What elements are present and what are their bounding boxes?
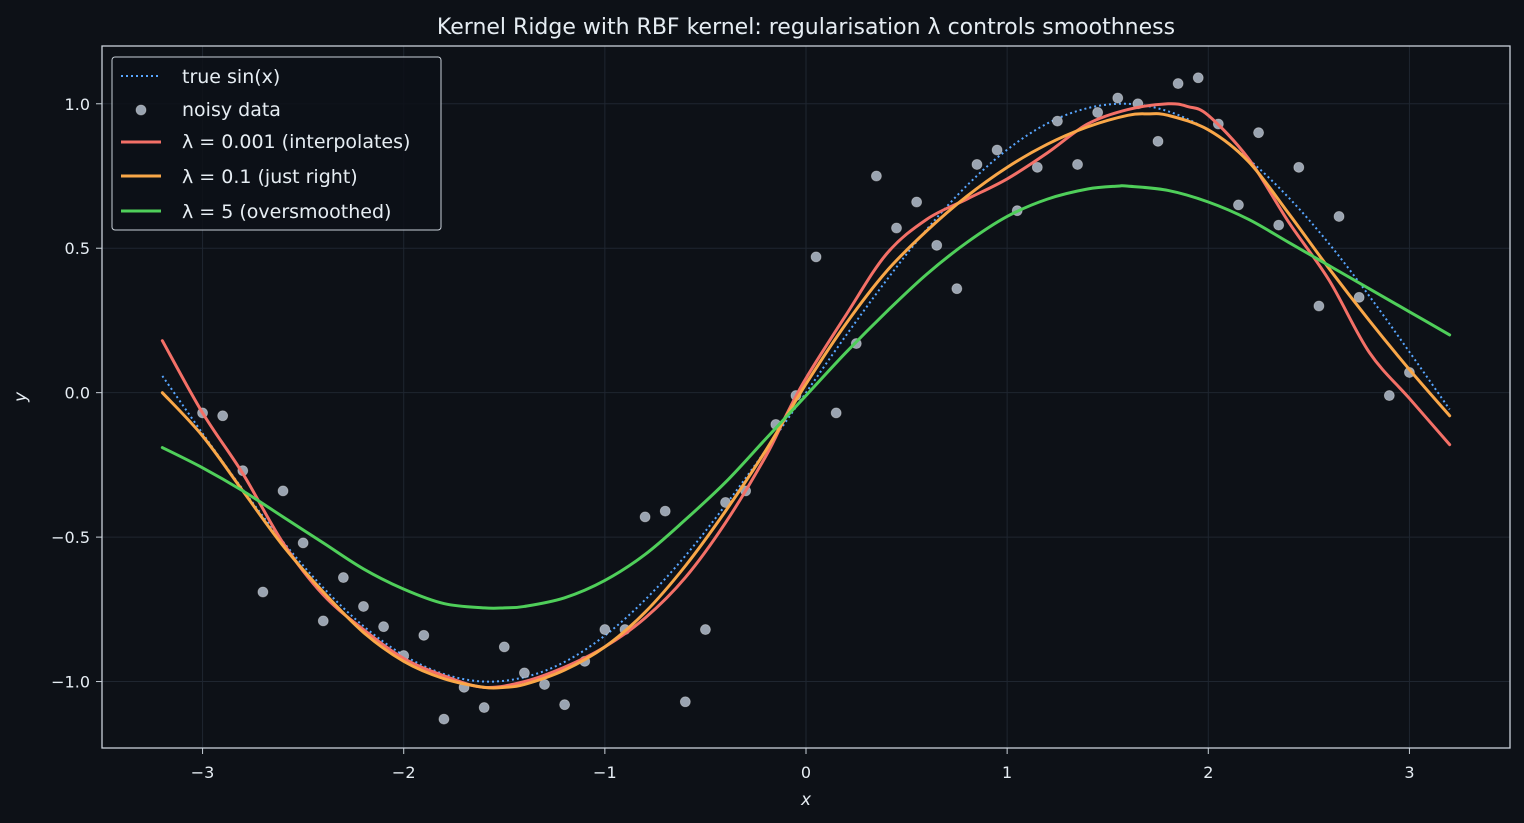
- scatter-point: [217, 410, 229, 422]
- scatter-point: [1253, 127, 1264, 139]
- y-tick-label: −0.5: [51, 528, 90, 547]
- series-line-lam-small: [160, 102, 1452, 689]
- scatter-point: [830, 407, 842, 419]
- legend-label-scatter: noisy data: [182, 99, 281, 121]
- scatter-point: [1293, 161, 1305, 173]
- legend-label-true: true sin(x): [182, 66, 280, 88]
- scatter-point: [891, 222, 902, 234]
- scatter-point: [599, 624, 611, 635]
- scatter-point: [1192, 72, 1204, 84]
- scatter-point: [378, 621, 390, 633]
- scatter-point: [679, 696, 691, 708]
- legend-label-lam-large: λ = 5 (oversmoothed): [182, 201, 391, 223]
- x-tick-label: 0: [801, 763, 811, 782]
- legend-label-lam-small: λ = 0.001 (interpolates): [182, 131, 410, 153]
- scatter-point: [991, 144, 1003, 156]
- scatter-point: [539, 679, 550, 690]
- scatter-point: [911, 196, 923, 208]
- scatter-point: [498, 641, 510, 653]
- scatter-point: [810, 251, 822, 263]
- scatter-point: [297, 537, 309, 549]
- x-tick-label: 2: [1203, 763, 1213, 782]
- scatter-point: [871, 170, 882, 182]
- scatter-point: [1152, 135, 1164, 147]
- x-tick-label: −2: [392, 763, 416, 782]
- scatter-point: [337, 572, 349, 583]
- legend-swatch-scatter: [135, 104, 147, 116]
- scatter-point: [931, 239, 943, 251]
- series-line-lam-large: [160, 184, 1452, 610]
- scatter-point: [358, 601, 369, 612]
- x-tick-label: 3: [1404, 763, 1414, 782]
- scatter-point: [317, 615, 329, 627]
- y-tick-label: 0.0: [65, 384, 90, 403]
- scatter-point: [971, 159, 983, 170]
- y-tick-label: 0.5: [65, 239, 90, 258]
- scatter-point: [1333, 211, 1345, 222]
- scatter-point: [700, 624, 711, 635]
- scatter-point: [951, 283, 963, 295]
- scatter-point: [659, 505, 671, 517]
- scatter-point: [1031, 161, 1043, 173]
- x-axis-label: x: [800, 790, 812, 810]
- scatter-point: [519, 667, 530, 679]
- plot-area: [160, 72, 1452, 725]
- scatter-point: [639, 511, 651, 523]
- y-tick-label: 1.0: [65, 95, 90, 114]
- y-tick-label: −1.0: [51, 673, 90, 692]
- scatter-point: [1383, 390, 1395, 401]
- legend: true sin(x) noisy data λ = 0.001 (interp…: [111, 56, 442, 231]
- scatter-point: [438, 713, 450, 725]
- ticks: −3 −2 −1 0 1 2 3 −1.0 −0.5 0.0 0.5 1.0: [51, 95, 1414, 782]
- series-line-lam-mid: [160, 112, 1452, 690]
- scatter-point: [257, 586, 269, 598]
- scatter-point: [1233, 199, 1244, 211]
- scatter-point: [559, 699, 571, 711]
- scatter-point: [1353, 291, 1365, 303]
- scatter-point: [1072, 159, 1083, 170]
- scatter-point: [1112, 92, 1124, 104]
- y-axis-label: y: [11, 391, 31, 403]
- legend-box: [111, 56, 442, 231]
- scatter-point: [1092, 107, 1104, 118]
- x-tick-label: 1: [1002, 763, 1012, 782]
- scatter-point: [478, 702, 490, 713]
- scatter-point: [1172, 78, 1184, 89]
- scatter-point: [1313, 300, 1325, 312]
- x-tick-label: −3: [191, 763, 215, 782]
- x-tick-label: −1: [593, 763, 617, 782]
- scatter-point: [1273, 219, 1285, 231]
- chart-title: Kernel Ridge with RBF kernel: regularisa…: [437, 15, 1175, 40]
- scatter-point: [418, 629, 430, 641]
- scatter-point: [277, 485, 289, 497]
- scatter-point: [1052, 115, 1063, 127]
- legend-label-lam-mid: λ = 0.1 (just right): [182, 166, 358, 188]
